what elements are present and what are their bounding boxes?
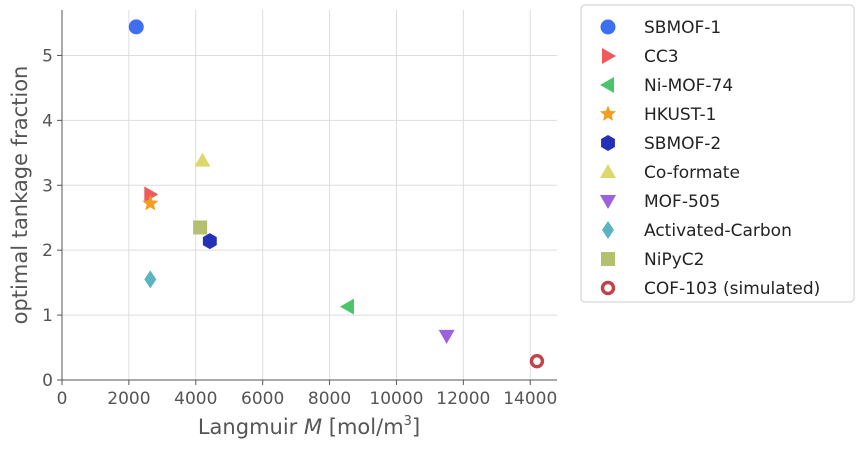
legend-marker <box>600 280 616 296</box>
legend-label: HKUST-1 <box>644 105 716 125</box>
axes <box>61 10 557 381</box>
legend-label: Ni-MOF-74 <box>644 76 733 96</box>
x-ticks: 0 2000 4000 6000 8000 10000 12000 14000 <box>57 380 557 409</box>
legend-marker <box>601 135 615 151</box>
legend-label: NiPyC2 <box>644 250 704 270</box>
data-points <box>128 19 545 369</box>
data-point <box>438 329 455 344</box>
y-axis-label: optimal tankage fraction <box>8 66 32 325</box>
y-tick-label: 2 <box>42 241 53 261</box>
legend-label: Co-formate <box>644 163 740 183</box>
legend-marker <box>599 105 617 121</box>
data-point <box>202 233 217 250</box>
y-tick-label: 0 <box>42 371 53 391</box>
x-tick-label: 8000 <box>308 389 351 409</box>
legend-marker <box>600 164 616 178</box>
legend-label: MOF-505 <box>644 192 720 212</box>
y-tick-label: 1 <box>42 306 53 326</box>
x-tick-label: 10000 <box>369 389 423 409</box>
x-tick-label: 6000 <box>241 389 284 409</box>
data-point <box>529 353 545 369</box>
data-point <box>128 19 144 35</box>
x-tick-label: 12000 <box>436 389 490 409</box>
data-point <box>193 220 208 235</box>
data-point <box>144 186 159 203</box>
legend-marker <box>600 19 616 35</box>
data-point <box>142 194 159 211</box>
legend-marker <box>602 48 616 64</box>
legend-marker <box>601 252 615 266</box>
x-tick-label: 0 <box>57 389 68 409</box>
legend-label: Activated-Carbon <box>644 221 792 241</box>
grid <box>61 10 557 381</box>
legend-label: CC3 <box>644 47 679 67</box>
legend-label: COF-103 (simulated) <box>644 279 820 299</box>
x-tick-label: 14000 <box>503 389 557 409</box>
x-axis-label: Langmuir M [mol/m3] <box>198 414 420 439</box>
y-tick-label: 3 <box>42 176 53 196</box>
x-tick-label: 4000 <box>174 389 217 409</box>
legend-label: SBMOF-1 <box>644 18 721 38</box>
y-tick-label: 5 <box>42 46 53 66</box>
legend: SBMOF-1 CC3 Ni-MOF-74 HKUST-1 SBMOF-2 Co-form… <box>580 4 855 303</box>
data-point <box>144 270 157 289</box>
legend-marker <box>600 77 614 93</box>
y-ticks: 0 1 2 3 4 5 <box>42 46 62 391</box>
legend-frame <box>580 4 855 303</box>
legend-marker <box>602 221 614 239</box>
legend-marker <box>600 195 616 209</box>
legend-label: SBMOF-2 <box>644 134 721 154</box>
data-point <box>339 298 354 315</box>
data-point <box>194 152 211 167</box>
x-tick-label: 2000 <box>107 389 150 409</box>
y-tick-label: 4 <box>42 111 53 131</box>
